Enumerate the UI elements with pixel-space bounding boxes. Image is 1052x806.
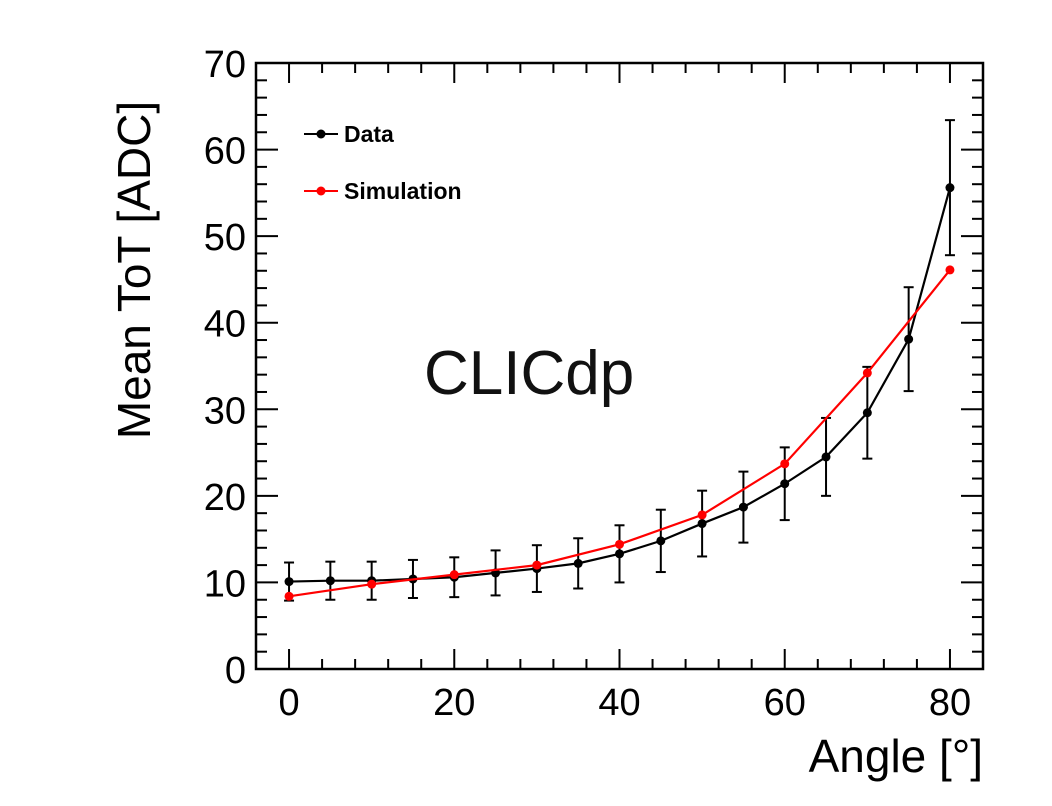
y-tick-label: 50	[204, 217, 246, 259]
axis-ticks	[256, 62, 984, 670]
y-tick-label: 10	[204, 563, 246, 605]
y-tick-label: 60	[204, 131, 246, 173]
clicdp-annotation: CLICdp	[424, 339, 634, 408]
tick-labels: 0 20 40 60 80 0 10 20 30 40 50 60 70	[204, 44, 971, 724]
data-point	[573, 558, 583, 568]
data-point	[656, 536, 666, 546]
data-point	[862, 368, 872, 378]
y-tick-label: 40	[204, 304, 246, 346]
series-layer	[284, 119, 955, 602]
data-point	[780, 479, 790, 489]
data-point	[697, 519, 707, 529]
series-simulation	[284, 265, 955, 601]
y-tick-label: 20	[204, 477, 246, 519]
legend-data-label: Data	[344, 121, 394, 147]
data-point	[615, 549, 624, 559]
data-point	[945, 183, 955, 193]
data-point	[697, 510, 707, 520]
x-tick-label: 60	[764, 682, 806, 724]
data-point	[284, 577, 294, 587]
data-point	[738, 502, 748, 512]
x-tick-label: 80	[929, 682, 971, 724]
data-point	[367, 579, 377, 589]
data-point	[904, 334, 914, 344]
x-tick-label: 0	[278, 682, 299, 724]
x-axis-title: Angle [°]	[809, 730, 983, 782]
x-tick-label: 40	[598, 682, 640, 724]
legend: Data Simulation	[304, 121, 462, 204]
y-tick-label: 0	[225, 650, 246, 692]
data-point	[615, 539, 624, 549]
data-point	[945, 265, 955, 275]
legend-simulation-marker	[316, 186, 326, 196]
y-tick-label: 70	[204, 44, 246, 86]
data-point	[325, 576, 335, 586]
x-tick-label: 20	[433, 682, 475, 724]
data-point	[449, 570, 459, 580]
legend-simulation-label: Simulation	[344, 178, 462, 204]
data-point	[821, 452, 831, 462]
y-tick-label: 30	[204, 390, 246, 432]
legend-data-marker	[316, 129, 326, 139]
data-point	[780, 459, 790, 469]
y-axis-title: Mean ToT [ADC]	[108, 101, 160, 439]
data-point	[532, 560, 542, 570]
data-point	[862, 408, 872, 418]
data-point	[284, 591, 294, 601]
